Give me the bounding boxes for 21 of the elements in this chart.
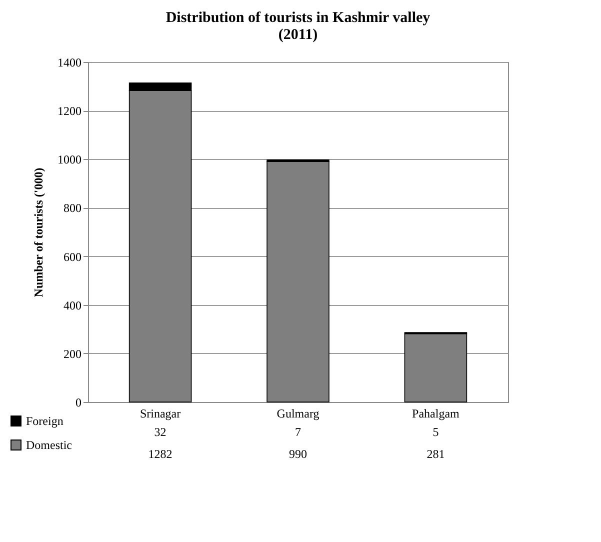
y-tick-label: 400 <box>64 298 82 312</box>
y-tick-label: 1000 <box>58 152 82 167</box>
y-tick-label: 600 <box>64 250 82 264</box>
x-tick-label: Srinagar <box>140 406 181 420</box>
data-label: 7 <box>295 425 301 439</box>
x-tick-label: Gulmarg <box>276 406 320 420</box>
y-tick-label: 200 <box>64 346 82 361</box>
x-tick-label: Pahalgam <box>412 406 460 420</box>
legend-label: Domestic <box>26 438 72 452</box>
data-label: 281 <box>426 447 445 461</box>
data-label: 32 <box>154 425 166 439</box>
data-label: 5 <box>432 425 439 439</box>
y-tick-label: 1200 <box>58 104 82 118</box>
data-label: 1282 <box>148 447 172 461</box>
y-axis-title: Number of tourists ('000) <box>32 168 46 298</box>
chart-title: Distribution of tourists in Kashmir valley (2011) <box>166 10 431 43</box>
y-tick-label: 0 <box>76 396 82 410</box>
y-tick-label: 800 <box>64 201 82 216</box>
legend-label: Foreign <box>26 414 64 428</box>
y-tick-label: 1400 <box>58 56 82 70</box>
data-label: 990 <box>289 447 307 461</box>
